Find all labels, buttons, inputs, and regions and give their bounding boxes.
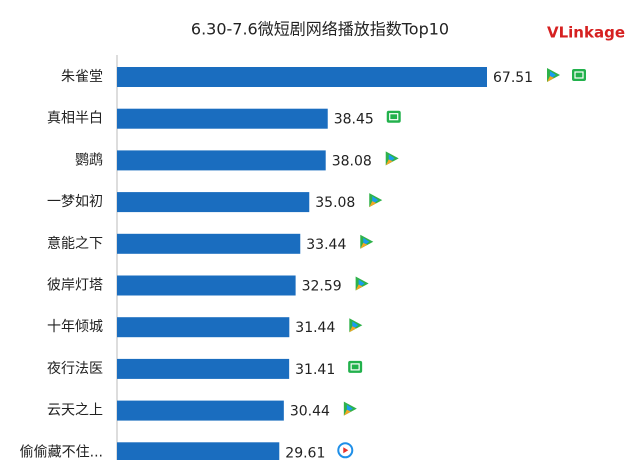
category-label: 偷偷藏不住...: [20, 444, 103, 460]
category-label: 云天之上: [47, 403, 103, 419]
bar: [117, 108, 328, 129]
platform-icon: [348, 360, 363, 373]
bar: [117, 233, 301, 254]
category-label: 一梦如初: [47, 193, 103, 210]
platform-icon: [349, 318, 363, 333]
platform-icon: [385, 151, 399, 166]
category-label: 彼岸灯塔: [47, 278, 103, 294]
value-label: 31.41: [295, 362, 335, 378]
bar: [117, 150, 326, 171]
icon-shape: [348, 360, 363, 373]
value-label: 29.61: [285, 445, 325, 460]
icon-shape: [350, 363, 360, 371]
icon-shape: [389, 113, 399, 121]
bar: [117, 400, 284, 421]
icon-shape: [572, 69, 586, 81]
platform-icon: [572, 69, 586, 81]
icon-shape: [349, 326, 357, 333]
platform-icon: [343, 401, 357, 416]
icon-shape: [355, 284, 363, 291]
value-label: 32.59: [302, 279, 342, 295]
icon-shape: [574, 71, 584, 79]
value-label: 35.08: [315, 195, 355, 211]
bar: [117, 358, 290, 379]
platform-icon: [360, 234, 374, 249]
chart-title: 6.30-7.6微短剧网络播放指数Top10: [191, 20, 449, 39]
value-label: 30.44: [290, 404, 330, 420]
icon-shape: [360, 242, 368, 249]
bar: [117, 317, 290, 338]
value-label: 38.45: [334, 112, 374, 128]
icon-shape: [343, 447, 349, 454]
bar: [117, 442, 280, 460]
platform-icon: [337, 442, 354, 459]
category-label: 朱雀堂: [61, 69, 103, 85]
logo: VLinkage: [547, 24, 625, 42]
value-label: 33.44: [306, 237, 346, 253]
bar: [117, 192, 310, 213]
category-label: 意能之下: [47, 235, 103, 252]
bar: [117, 67, 487, 87]
icon-shape: [343, 409, 351, 416]
value-label: 67.51: [493, 70, 533, 86]
icon-shape: [386, 110, 401, 123]
icon-shape: [547, 76, 554, 82]
platform-icon: [355, 276, 369, 291]
category-label: 十年倾城: [47, 319, 103, 335]
platform-icon: [386, 110, 401, 123]
category-label: 鹦鹉: [75, 152, 103, 168]
platform-icon: [547, 68, 560, 82]
platform-icon: [369, 193, 383, 208]
bar: [117, 275, 296, 296]
category-label: 真相半白: [47, 111, 103, 127]
category-label: 夜行法医: [47, 361, 103, 377]
value-label: 38.08: [332, 153, 372, 169]
icon-shape: [369, 201, 377, 208]
value-label: 31.44: [295, 320, 335, 336]
icon-shape: [385, 159, 393, 166]
